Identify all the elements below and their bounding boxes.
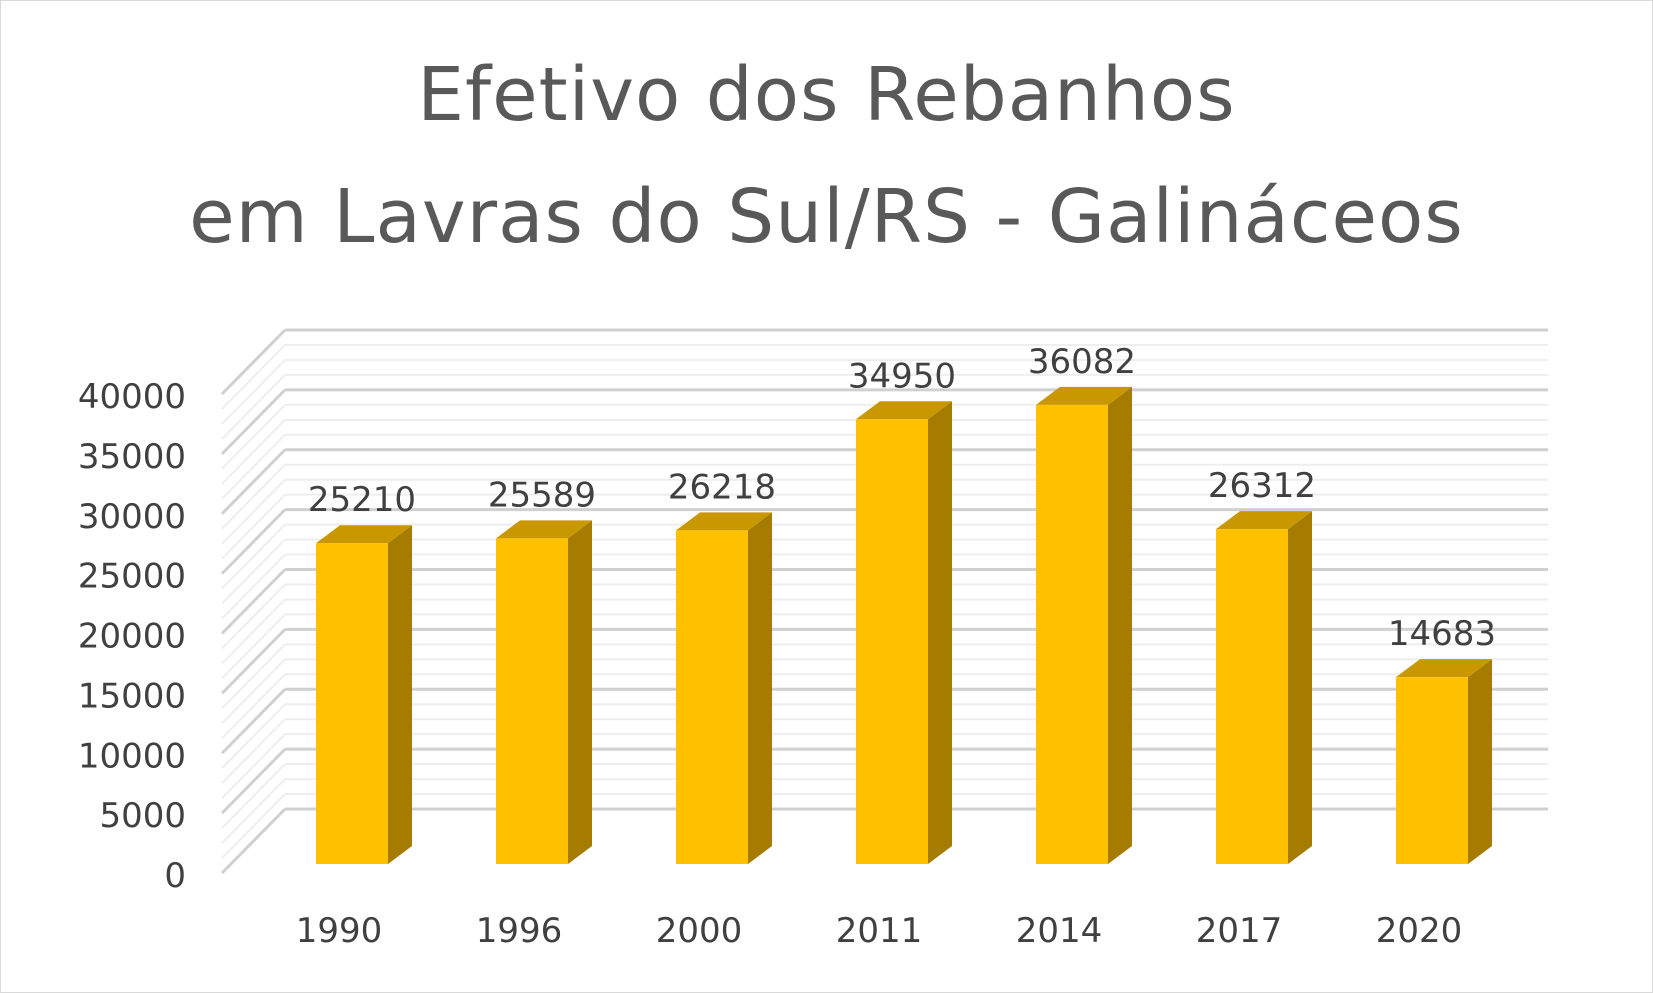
major-gridline-side <box>220 807 287 875</box>
major-gridline-side <box>220 328 287 396</box>
minor-gridline-side <box>221 404 286 470</box>
chart-title-line-2: em Lavras do Sul/RS - Galináceos <box>189 174 1464 260</box>
bar-top <box>496 520 592 539</box>
minor-gridline-side <box>221 523 286 590</box>
data-label-2011: 34950 <box>848 356 956 396</box>
minor-gridline-side <box>221 538 286 605</box>
minor-gridline-side <box>221 464 286 530</box>
y-tick-label: 25000 <box>78 557 186 597</box>
x-tick-label-2017: 2017 <box>1196 911 1283 951</box>
data-label-2014: 36082 <box>1028 342 1136 382</box>
minor-gridline-side <box>221 703 286 769</box>
bar-top <box>1216 511 1312 530</box>
major-gridline-side <box>220 448 287 515</box>
labels-layer: 0 5000 10000 15000 20000 25000 30000 35000 40000… <box>78 342 1496 951</box>
minor-gridline-side <box>221 778 286 844</box>
chart-title-line-1: Efetivo dos Rebanhos <box>417 52 1236 138</box>
major-gridline-side <box>220 688 287 755</box>
y-tick-label: 30000 <box>78 497 186 537</box>
bar-2011 <box>856 419 928 864</box>
major-gridline-side <box>220 508 287 575</box>
minor-gridline-side <box>221 493 286 560</box>
minor-gridline-side <box>221 658 286 725</box>
major-gridline-side <box>220 568 287 635</box>
y-tick-label: 15000 <box>78 676 186 716</box>
x-tick-label-2011: 2011 <box>836 911 923 951</box>
y-tick-label: 40000 <box>78 377 186 417</box>
bar-2014 <box>1036 404 1108 864</box>
x-tick-label-2020: 2020 <box>1376 911 1463 951</box>
minor-gridline-side <box>221 763 286 829</box>
bar-2017 <box>1216 529 1288 864</box>
data-label-1990: 25210 <box>308 480 416 520</box>
major-gridline-side <box>220 748 287 815</box>
x-tick-label-1996: 1996 <box>476 911 563 951</box>
data-label-2000: 26218 <box>668 467 776 507</box>
minor-gridline-side <box>221 434 286 500</box>
major-gridline-side <box>220 628 287 695</box>
bar-2020 <box>1396 677 1468 864</box>
minor-gridline-side <box>221 553 286 620</box>
minor-gridline-side <box>221 419 286 485</box>
bar-side <box>1288 511 1312 864</box>
bar-side <box>1468 659 1492 864</box>
bar-side <box>928 401 952 864</box>
bar-top <box>1396 659 1492 678</box>
minor-gridline-side <box>221 478 286 545</box>
x-tick-label-2000: 2000 <box>656 911 743 951</box>
minor-gridline-side <box>221 583 286 650</box>
bar-1990 <box>316 543 388 864</box>
bar-side <box>568 520 592 864</box>
bar-top <box>856 401 952 420</box>
minor-gridline-side <box>221 733 286 799</box>
bars-layer <box>316 386 1492 864</box>
minor-gridline-side <box>221 374 286 440</box>
bar-1996 <box>496 538 568 864</box>
bar-side <box>748 512 772 864</box>
bar-top <box>1036 386 1132 405</box>
minor-gridline-side <box>221 359 286 425</box>
y-tick-label: 35000 <box>78 437 186 477</box>
minor-gridline-side <box>221 613 286 680</box>
x-tick-label-2014: 2014 <box>1016 911 1103 951</box>
bar-side <box>388 525 412 864</box>
minor-gridline-side <box>221 643 286 710</box>
major-gridline-side <box>220 388 287 455</box>
bar-top <box>676 512 772 531</box>
y-tick-label: 20000 <box>78 617 186 657</box>
minor-gridline-side <box>221 673 286 739</box>
minor-gridline-side <box>221 344 286 410</box>
minor-gridline-side <box>221 793 286 859</box>
minor-gridline-side <box>221 598 286 665</box>
data-label-1996: 25589 <box>488 475 596 515</box>
data-label-2020: 14683 <box>1388 614 1496 654</box>
minor-gridline-side <box>221 718 286 784</box>
bar-top <box>316 525 412 544</box>
bar-2000 <box>676 530 748 864</box>
x-tick-label-1990: 1990 <box>296 911 383 951</box>
y-tick-label: 0 <box>164 856 186 896</box>
bar-side <box>1108 386 1132 864</box>
y-tick-label: 5000 <box>99 796 186 836</box>
y-tick-label: 10000 <box>78 736 186 776</box>
data-label-2017: 26312 <box>1208 466 1316 506</box>
